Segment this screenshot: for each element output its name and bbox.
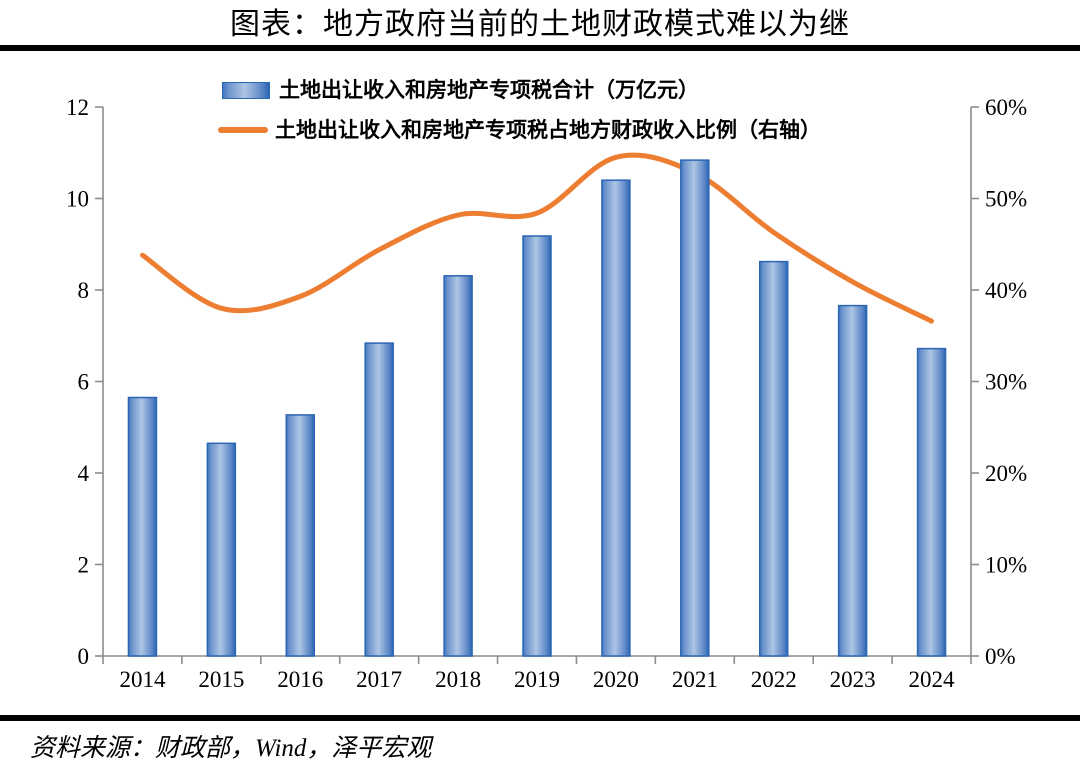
x-axis-label-2023: 2023: [830, 667, 876, 692]
bar-2024: [916, 347, 947, 657]
x-axis-label-2021: 2021: [672, 667, 718, 692]
left-axis-label-10: 10: [66, 187, 89, 212]
bar-2020: [601, 179, 631, 657]
top-divider: [0, 45, 1080, 51]
right-axis-label-30%: 30%: [985, 370, 1027, 395]
legend-entry-line: 土地出让收入和房地产专项税占地方财政收入比例（右轴）: [218, 118, 821, 142]
right-axis-label-40%: 40%: [985, 278, 1027, 303]
legend-entry-bar: 土地出让收入和房地产专项税合计（万亿元）: [222, 78, 699, 102]
right-axis-label-20%: 20%: [985, 461, 1027, 486]
left-axis-label-0: 0: [78, 644, 90, 669]
bottom-divider: [0, 715, 1080, 721]
left-axis-label-2: 2: [78, 553, 90, 578]
axis-labels: 0 2 4 6 8 10 12 0% 10% 20% 30% 40% 50% 60% 2014 2015 201…: [66, 95, 1027, 692]
bar-2016: [285, 414, 316, 657]
right-axis-label-10%: 10%: [985, 553, 1027, 578]
right-axis-label-60%: 60%: [985, 95, 1027, 120]
bar-2017: [364, 342, 394, 657]
chart-title: 图表：地方政府当前的土地财政模式难以为继: [230, 8, 850, 41]
bar-2021: [680, 159, 710, 657]
left-axis-label-4: 4: [78, 461, 90, 486]
x-axis-label-2020: 2020: [593, 667, 639, 692]
x-axis-label-2024: 2024: [909, 667, 956, 692]
legend-line-label: 土地出让收入和房地产专项税占地方财政收入比例（右轴）: [275, 118, 821, 142]
bar-2022: [758, 260, 789, 657]
left-axis-label-12: 12: [66, 95, 89, 120]
x-axis-label-2022: 2022: [751, 667, 797, 692]
right-axis-label-50%: 50%: [985, 187, 1027, 212]
x-axis-label-2016: 2016: [277, 667, 323, 692]
bar-2015: [206, 442, 237, 657]
x-axis-label-2017: 2017: [356, 667, 402, 692]
bar-2018: [443, 275, 473, 657]
x-axis-label-2019: 2019: [514, 667, 560, 692]
x-axis-label-2018: 2018: [435, 667, 481, 692]
legend-bar-label: 土地出让收入和房地产专项税合计（万亿元）: [279, 78, 699, 102]
source-note: 资料来源：财政部，Wind，泽平宏观: [30, 735, 432, 762]
x-axis-label-2015: 2015: [198, 667, 244, 692]
axes: [95, 106, 979, 664]
bar-2023: [837, 304, 868, 657]
bar-series-swatch-icon: [222, 81, 270, 99]
left-axis-label-6: 6: [78, 370, 90, 395]
line-series: [140, 152, 934, 324]
bar-2019: [522, 235, 552, 657]
x-axis-label-2014: 2014: [119, 667, 166, 692]
bar-series: [127, 159, 947, 657]
right-axis-label-0%: 0%: [985, 644, 1016, 669]
bar-2014: [127, 396, 158, 657]
left-axis-label-8: 8: [78, 278, 90, 303]
line-series-swatch-icon: [218, 127, 268, 133]
